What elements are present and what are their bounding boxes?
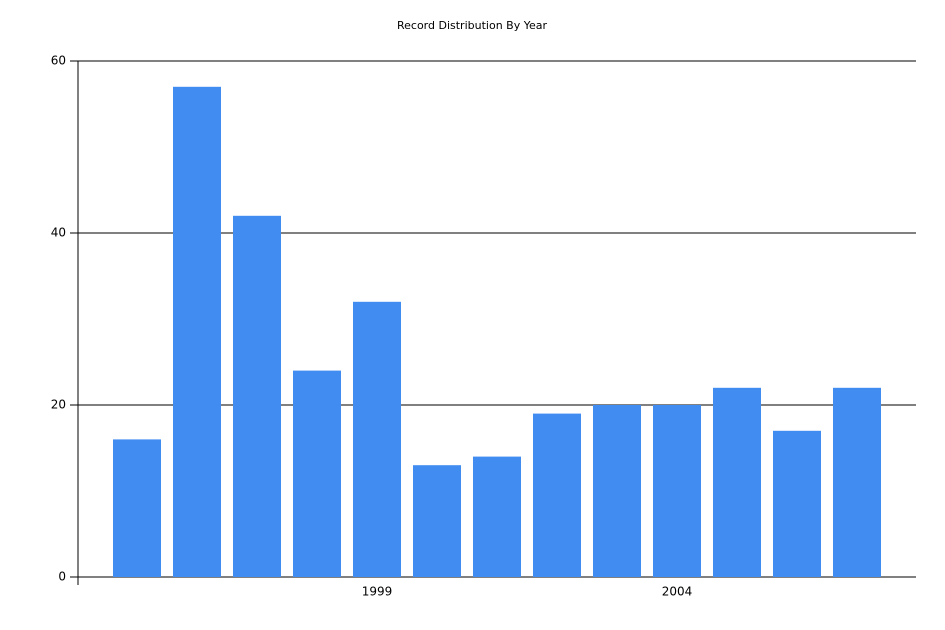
bar	[113, 439, 161, 577]
bar	[413, 465, 461, 577]
y-tick-label: 40	[51, 226, 66, 240]
bar	[353, 301, 401, 577]
x-tick-label: 1999	[362, 585, 393, 599]
bar	[713, 387, 761, 577]
bar	[293, 370, 341, 577]
y-tick-label: 0	[58, 570, 66, 584]
bar	[653, 405, 701, 577]
bar	[473, 456, 521, 577]
bar	[233, 215, 281, 578]
chart-title: Record Distribution By Year	[397, 19, 547, 32]
bar	[593, 405, 641, 577]
x-tick-label: 2004	[662, 585, 693, 599]
bar	[773, 430, 821, 577]
bar	[173, 86, 221, 578]
y-tick-label: 20	[51, 398, 66, 412]
y-tick-label: 60	[51, 54, 66, 68]
bar	[533, 413, 581, 577]
bar	[833, 387, 881, 577]
